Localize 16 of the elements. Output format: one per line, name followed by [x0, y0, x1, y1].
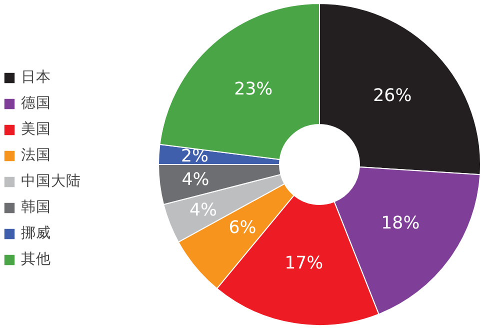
legend-label: 法国 — [21, 146, 51, 164]
data-label: 4% — [182, 170, 210, 190]
legend-label: 中国大陆 — [21, 172, 81, 190]
legend-label: 德国 — [21, 94, 51, 112]
legend-label: 日本 — [21, 68, 51, 86]
legend-label: 美国 — [21, 120, 51, 138]
data-label: 6% — [228, 218, 256, 238]
data-label: 26% — [373, 86, 412, 106]
data-label: 2% — [181, 146, 208, 167]
data-label: 17% — [284, 253, 324, 274]
legend-label: 其他 — [21, 250, 51, 268]
legend-label: 韩国 — [21, 198, 51, 216]
data-label: 23% — [234, 79, 273, 100]
data-label: 4% — [190, 200, 218, 221]
legend-label: 挪威 — [21, 224, 51, 242]
data-label: 18% — [381, 213, 420, 234]
